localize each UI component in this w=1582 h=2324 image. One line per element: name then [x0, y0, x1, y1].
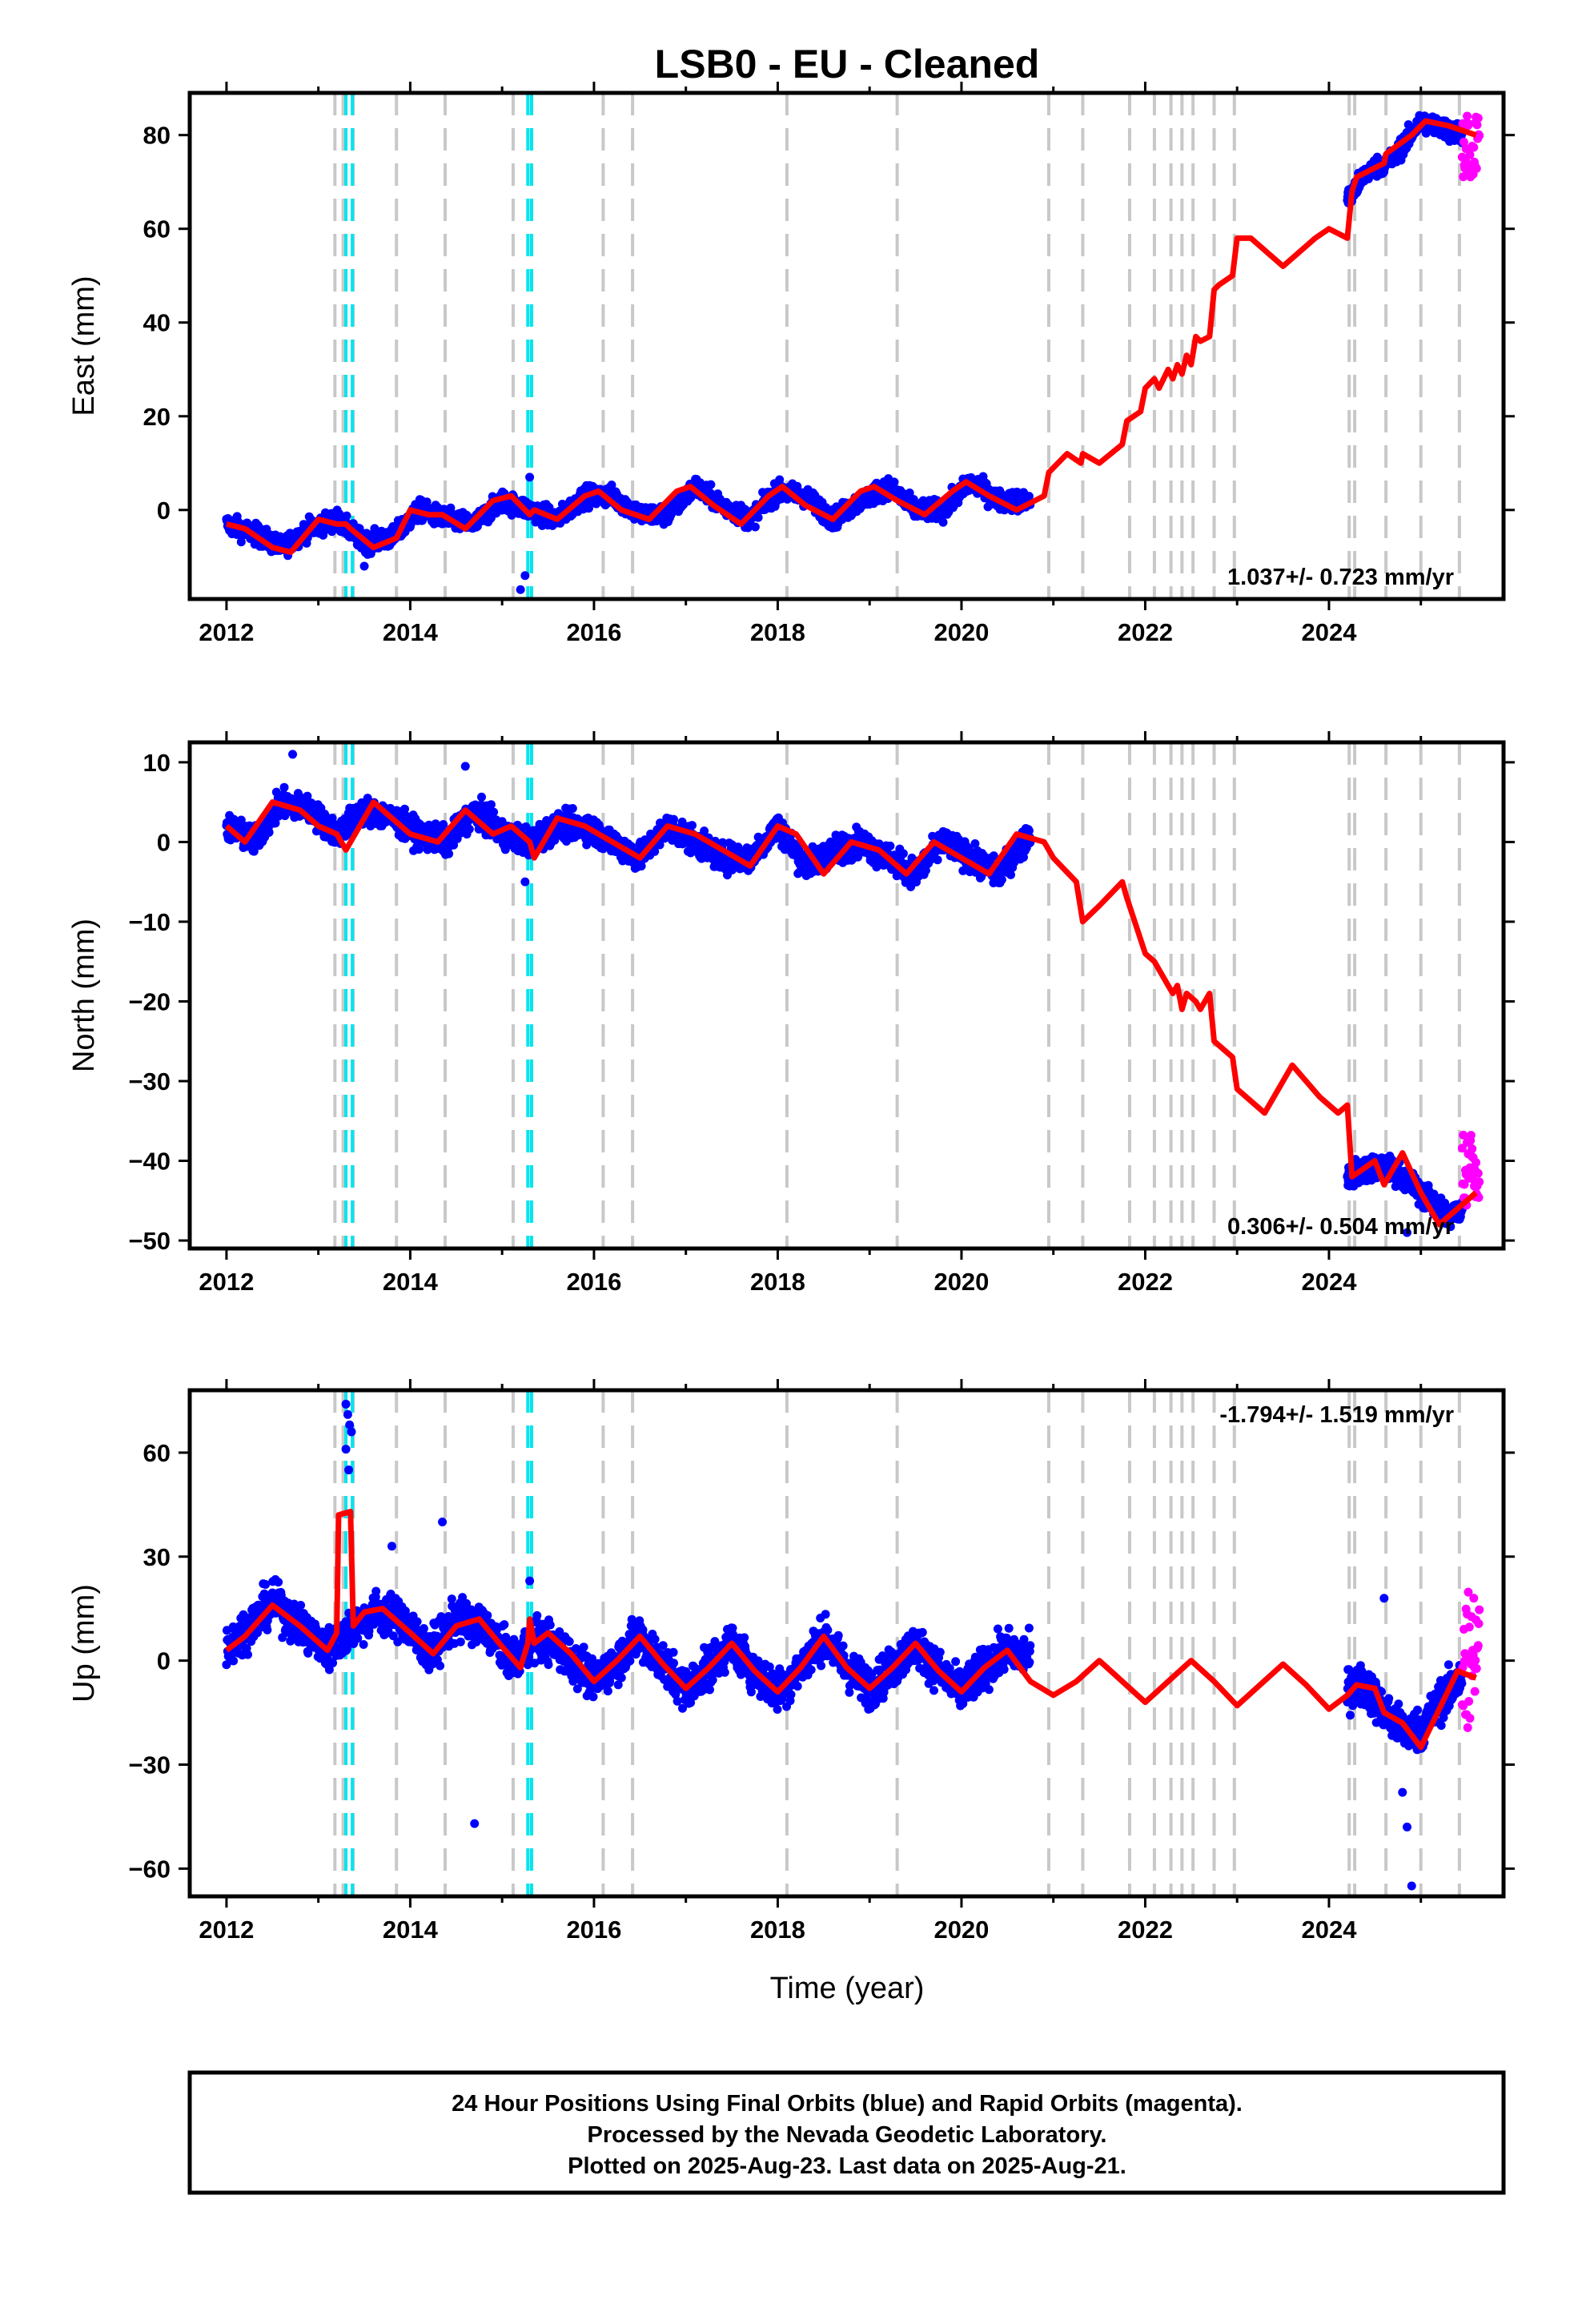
chart-title: LSB0 - EU - Cleaned: [655, 42, 1040, 86]
final-orbit-point: [279, 782, 289, 792]
final-orbit-point: [236, 815, 246, 825]
rapid-orbit-point: [1469, 143, 1479, 152]
final-orbit-point: [280, 811, 290, 821]
final-orbit-point: [938, 517, 948, 527]
final-orbit-point: [370, 524, 379, 533]
final-orbit-point: [1019, 853, 1028, 862]
final-orbit-point: [568, 804, 577, 813]
y-tick-label: 80: [143, 122, 171, 150]
final-orbit-point: [236, 537, 246, 547]
rapid-orbit-point: [1465, 150, 1475, 159]
final-orbit-point: [650, 846, 660, 856]
final-orbit-point: [889, 477, 899, 487]
final-orbit-point: [1024, 492, 1034, 501]
final-orbit-point: [700, 826, 709, 836]
final-orbit-point: [677, 817, 687, 826]
final-orbit-point: [327, 814, 337, 822]
final-orbit-point: [464, 824, 474, 834]
rapid-orbit-point: [1459, 137, 1468, 147]
north-panel: 2012 2014 2016 2018 2020 2022 2024100−10−20−30…: [67, 731, 1515, 1296]
final-orbit-outlier: [359, 561, 369, 571]
y-axis-label: East (mm): [67, 275, 101, 416]
final-orbit-point: [400, 804, 409, 814]
final-orbit-point: [898, 849, 908, 858]
model-fit-line: [226, 118, 1477, 555]
final-orbit-point: [655, 840, 665, 850]
final-orbit-point: [229, 814, 239, 824]
final-orbit-point: [342, 511, 351, 521]
final-orbit-point: [669, 814, 678, 824]
final-orbit-point: [997, 875, 1006, 884]
rapid-orbit-point: [1472, 120, 1482, 130]
y-tick-label: 20: [143, 403, 171, 431]
rapid-orbit-point: [1475, 131, 1484, 140]
y-tick-label: 0: [157, 497, 171, 525]
final-orbit-outlier: [525, 472, 535, 482]
y-tick-label: 60: [143, 215, 171, 243]
x-tick-label: 2012: [199, 618, 254, 646]
final-orbit-point: [688, 821, 697, 830]
final-orbit-point: [264, 827, 274, 837]
final-orbit-point: [489, 807, 499, 817]
y-tick-label: 40: [143, 309, 171, 337]
final-orbit-point: [444, 849, 454, 858]
final-orbit-point: [439, 820, 448, 829]
final-orbit-point: [885, 841, 895, 850]
final-orbit-point: [636, 862, 646, 870]
x-tick-label: 2014: [383, 618, 439, 646]
final-orbit-point: [970, 839, 980, 848]
east-panel: 2012 2014 2016 2018 2020 2022 2024 0 20 40 60 80 Eas…: [67, 82, 1515, 646]
plot-frame: [187, 90, 1506, 601]
final-orbit-point: [303, 791, 312, 801]
final-orbit-point: [706, 480, 716, 489]
rapid-orbit-point: [1472, 163, 1481, 173]
final-orbit-point: [477, 792, 486, 802]
rapid-orbit-point: [1473, 114, 1483, 123]
final-orbit-point: [750, 522, 760, 532]
final-orbit-outlier: [520, 571, 530, 581]
final-orbit-point: [271, 818, 280, 828]
x-tick-label: 2020: [934, 618, 989, 646]
final-orbit-point: [521, 822, 531, 831]
x-tick-label: 2024: [1301, 618, 1357, 646]
rapid-orbit-point: [1464, 119, 1474, 129]
x-tick-label: 2016: [566, 618, 621, 646]
final-orbit-outlier: [516, 585, 525, 594]
plot-content: [222, 93, 1484, 599]
final-orbit-point: [753, 513, 763, 522]
plot-area: [190, 93, 1504, 599]
rapid-orbit-point: [1463, 111, 1472, 121]
final-orbit-point: [607, 480, 616, 490]
x-tick-label: 2022: [1118, 618, 1173, 646]
final-orbit-point: [500, 845, 510, 854]
x-tick-label: 2018: [750, 618, 805, 646]
final-orbit-point: [582, 840, 592, 850]
final-orbit-point: [486, 800, 496, 810]
final-orbit-point: [989, 851, 998, 861]
final-orbit-point: [933, 855, 942, 865]
final-orbit-point: [1024, 826, 1034, 835]
velocity-rate-label: 1.037+/- 0.723 mm/yr: [1227, 565, 1454, 590]
final-orbit-point: [718, 838, 728, 847]
final-orbit-point: [414, 845, 424, 854]
final-orbit-point: [1006, 870, 1015, 879]
plot-content: [222, 742, 1484, 1248]
